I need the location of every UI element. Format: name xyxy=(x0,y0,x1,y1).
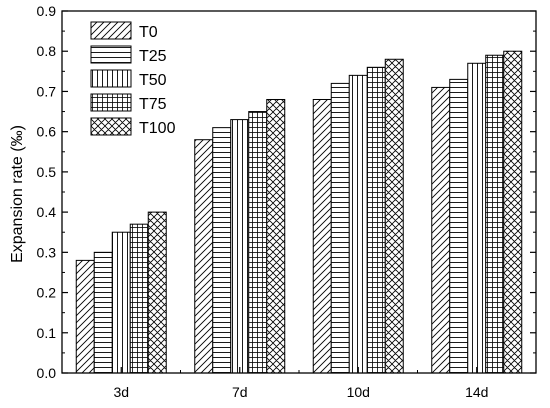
bar-t75-7d xyxy=(248,111,268,374)
y-tick-label: 0.3 xyxy=(37,244,57,260)
y-tick-label: 0.8 xyxy=(37,43,57,59)
bar-t25-14d xyxy=(449,78,469,374)
legend-label-t100: T100 xyxy=(139,120,176,137)
legend-swatch-t25 xyxy=(90,45,132,64)
legend-label-t75: T75 xyxy=(139,96,167,113)
y-tick-label: 0.2 xyxy=(37,285,57,301)
legend-label-t0: T0 xyxy=(139,24,158,41)
bar-t100-10d xyxy=(384,58,404,374)
y-tick-label: 0.0 xyxy=(37,365,57,381)
legend-label-t50: T50 xyxy=(139,72,167,89)
bar-t50-14d xyxy=(467,62,487,374)
bar-t50-7d xyxy=(230,119,250,374)
bar-t25-10d xyxy=(330,82,350,374)
bar-t75-14d xyxy=(485,54,505,374)
bar-t25-7d xyxy=(212,127,232,374)
bar-t0-7d xyxy=(194,139,214,374)
bar-t75-10d xyxy=(366,66,386,374)
bar-t0-14d xyxy=(431,86,451,374)
y-tick-label: 0.9 xyxy=(37,3,57,19)
y-tick-label: 0.5 xyxy=(37,164,57,180)
y-tick-label: 0.4 xyxy=(37,204,57,220)
bar-t100-14d xyxy=(503,50,523,374)
x-tick-label: 14d xyxy=(465,384,488,400)
x-tick-label: 10d xyxy=(347,384,370,400)
y-tick-label: 0.6 xyxy=(37,124,57,140)
x-tick-label: 7d xyxy=(232,384,248,400)
bar-t25-3d xyxy=(93,251,113,374)
bar-t50-10d xyxy=(348,74,368,374)
legend-swatch-t0 xyxy=(90,21,132,40)
bar-t0-3d xyxy=(75,259,95,374)
y-axis-title: Expansion rate (‰) xyxy=(9,125,26,263)
legend-label-t25: T25 xyxy=(139,48,167,65)
x-tick-label: 3d xyxy=(113,384,129,400)
legend-swatch-t75 xyxy=(90,93,132,112)
bar-t50-3d xyxy=(111,231,131,374)
plot-area: 0.0 0.1 0.2 0.3 0.4 0.5 0.6 0.7 0.8 0.9 3d 7d 10d 14d xyxy=(37,3,537,400)
legend-swatch-t50 xyxy=(90,69,132,88)
legend: T0 T25 T50 T75 T100 xyxy=(90,21,176,137)
y-tick-label: 0.1 xyxy=(37,325,57,341)
bar-t75-3d xyxy=(129,223,149,374)
bar-t100-7d xyxy=(266,98,286,374)
y-tick-label: 0.7 xyxy=(37,83,57,99)
bar-t0-10d xyxy=(312,98,332,374)
bar-t100-3d xyxy=(147,211,167,374)
legend-swatch-t100 xyxy=(90,117,132,136)
